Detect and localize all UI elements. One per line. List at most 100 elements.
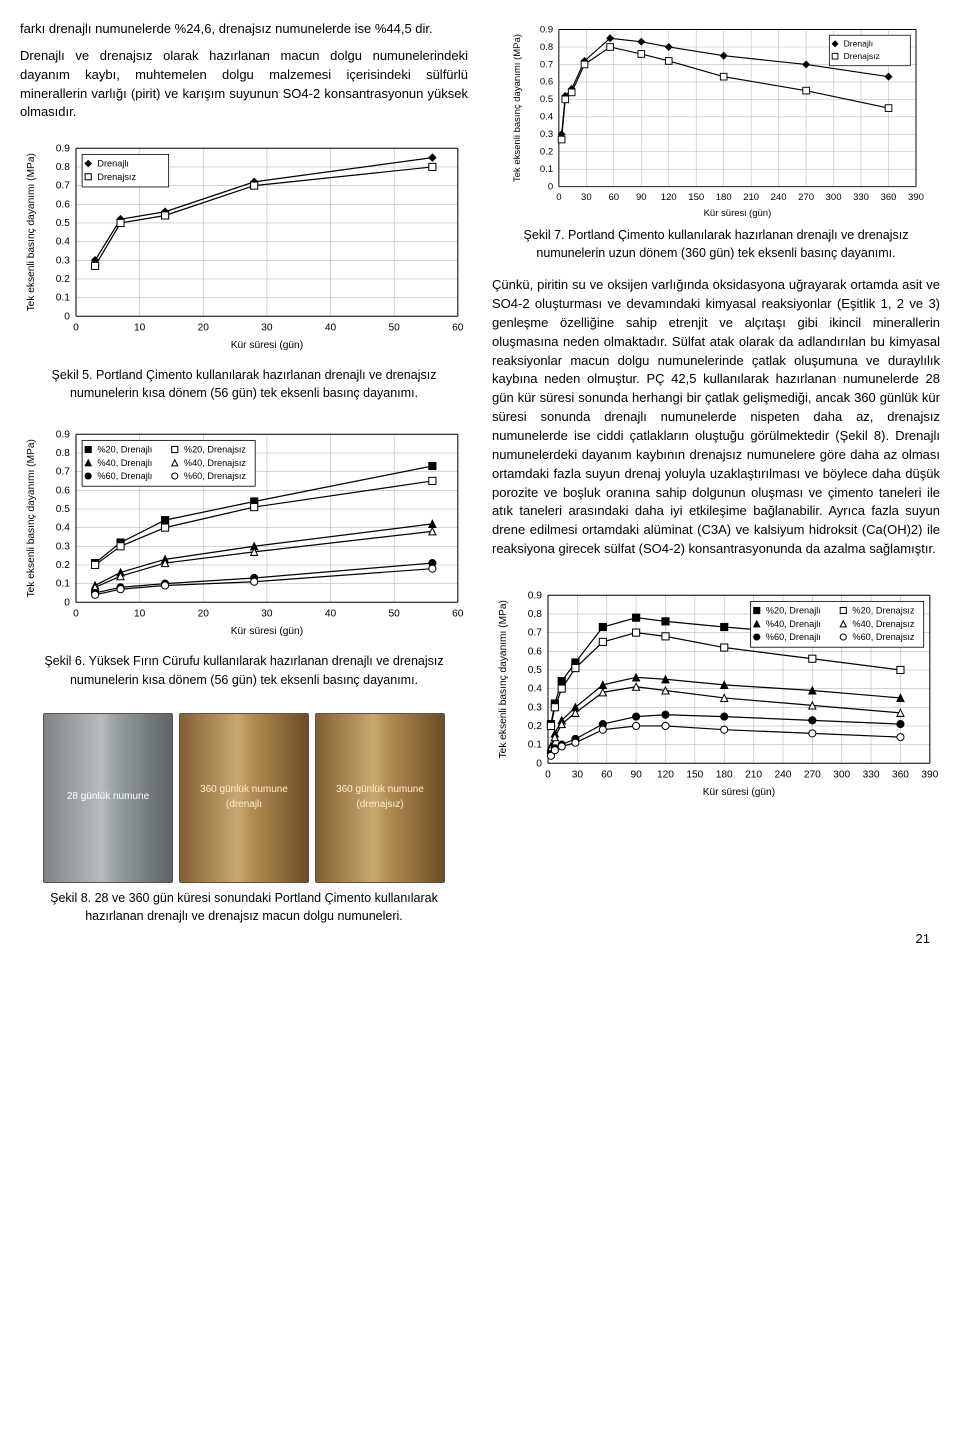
intro-para-1: farkı drenajlı numunelerde %24,6, drenaj… [20,20,468,39]
svg-text:300: 300 [826,192,842,203]
svg-text:0: 0 [545,769,551,780]
svg-text:0.4: 0.4 [528,684,542,695]
svg-text:0.9: 0.9 [528,590,542,601]
svg-text:0.5: 0.5 [540,94,553,105]
svg-text:180: 180 [716,769,733,780]
chart-sekil5: 00.10.20.30.40.50.60.70.80.9010203040506… [20,130,468,360]
chart-sekil9: 00.10.20.30.40.50.60.70.80.9030609012015… [492,567,940,817]
caption-sekil5: Şekil 5. Portland Çimento kullanılarak h… [20,366,468,402]
svg-text:Drenajsız: Drenajsız [844,51,880,61]
svg-text:30: 30 [572,769,584,780]
svg-text:30: 30 [581,192,592,203]
right-long-para: Çünkü, piritin su ve oksijen varlığında … [492,276,940,559]
svg-text:0: 0 [556,192,561,203]
photo-28g: 28 günlük numune [43,713,173,883]
svg-text:0.7: 0.7 [528,628,542,639]
svg-text:0.7: 0.7 [56,181,70,192]
svg-text:240: 240 [771,192,787,203]
svg-text:0.8: 0.8 [56,448,70,459]
svg-text:Drenajlı: Drenajlı [844,39,874,49]
svg-text:%20, Drenajlı: %20, Drenajlı [97,445,152,455]
svg-text:0.3: 0.3 [56,256,70,267]
svg-text:60: 60 [601,769,613,780]
svg-text:40: 40 [325,609,337,620]
svg-text:300: 300 [833,769,850,780]
svg-text:0.7: 0.7 [56,467,70,478]
svg-text:Kür süresi (gün): Kür süresi (gün) [704,208,772,219]
svg-text:50: 50 [389,323,401,334]
svg-text:150: 150 [688,192,704,203]
svg-text:360: 360 [881,192,897,203]
svg-text:Drenajsız: Drenajsız [97,172,136,182]
svg-text:%60, Drenajsız: %60, Drenajsız [184,472,247,482]
photo-360g-drenajli: 360 günlük numune (drenajlı [179,713,309,883]
svg-text:0.9: 0.9 [56,430,70,441]
svg-text:0.8: 0.8 [540,42,553,53]
page-number: 21 [916,930,930,949]
svg-text:0.2: 0.2 [56,274,70,285]
svg-text:210: 210 [745,769,762,780]
svg-text:0.8: 0.8 [528,609,542,620]
svg-text:Tek eksenli basınç dayanımı (M: Tek eksenli basınç dayanımı (MPa) [26,440,37,598]
caption-sekil7: Şekil 7. Portland Çimento kullanılarak h… [492,226,940,262]
svg-text:%60, Drenajlı: %60, Drenajlı [97,472,152,482]
caption-sekil6: Şekil 6. Yüksek Fırın Cürufu kullanılara… [20,652,468,688]
svg-text:0: 0 [73,323,79,334]
svg-text:0.1: 0.1 [56,293,70,304]
caption-sekil8: Şekil 8. 28 ve 360 gün küresi sonundaki … [20,889,468,925]
svg-text:%20, Drenajsız: %20, Drenajsız [184,445,247,455]
svg-text:0.9: 0.9 [56,144,70,155]
svg-text:0.1: 0.1 [540,164,553,175]
svg-text:Tek eksenli basınç dayanımı (M: Tek eksenli basınç dayanımı (MPa) [512,34,523,182]
svg-text:%40, Drenajlı: %40, Drenajlı [766,619,821,629]
svg-text:0.1: 0.1 [56,579,70,590]
svg-text:Kür süresi (gün): Kür süresi (gün) [231,340,303,351]
svg-text:Kür süresi (gün): Kür süresi (gün) [703,787,775,798]
svg-text:20: 20 [198,609,210,620]
svg-text:90: 90 [630,769,642,780]
svg-text:%60, Drenajlı: %60, Drenajlı [766,632,821,642]
svg-text:30: 30 [261,609,273,620]
photo-360g-drenajsiz: 360 günlük numune (drenajsız) [315,713,445,883]
svg-text:390: 390 [908,192,924,203]
svg-text:240: 240 [774,769,791,780]
svg-text:0.4: 0.4 [56,237,70,248]
svg-text:50: 50 [389,609,401,620]
svg-text:0.3: 0.3 [540,129,553,140]
svg-text:%20, Drenajsız: %20, Drenajsız [852,606,915,616]
svg-text:60: 60 [452,609,464,620]
svg-text:0.9: 0.9 [540,24,553,35]
svg-text:0: 0 [64,598,70,609]
svg-text:0.5: 0.5 [56,504,70,515]
svg-text:330: 330 [853,192,869,203]
svg-text:0: 0 [73,609,79,620]
svg-text:%40, Drenajlı: %40, Drenajlı [97,458,152,468]
svg-text:330: 330 [863,769,880,780]
svg-text:20: 20 [198,323,210,334]
svg-text:0.2: 0.2 [56,560,70,571]
svg-text:0.2: 0.2 [540,147,553,158]
svg-text:40: 40 [325,323,337,334]
svg-text:60: 60 [609,192,620,203]
svg-text:10: 10 [134,323,146,334]
svg-text:0.5: 0.5 [56,218,70,229]
svg-text:0.1: 0.1 [528,740,542,751]
svg-text:0.2: 0.2 [528,721,542,732]
svg-text:0.8: 0.8 [56,162,70,173]
svg-text:0.4: 0.4 [56,523,70,534]
svg-text:0.4: 0.4 [540,112,554,123]
svg-text:%40, Drenajsız: %40, Drenajsız [184,458,247,468]
svg-text:Drenajlı: Drenajlı [97,159,129,169]
svg-text:10: 10 [134,609,146,620]
svg-text:%40, Drenajsız: %40, Drenajsız [852,619,915,629]
svg-text:0.7: 0.7 [540,59,553,70]
svg-text:0.3: 0.3 [56,542,70,553]
svg-text:120: 120 [661,192,677,203]
svg-text:0: 0 [536,758,542,769]
svg-text:0.6: 0.6 [540,77,553,88]
chart-sekil7: 00.10.20.30.40.50.60.70.80.9030609012015… [492,20,940,220]
svg-text:30: 30 [261,323,273,334]
svg-text:0.5: 0.5 [528,665,542,676]
intro-para-2: Drenajlı ve drenajsız olarak hazırlanan … [20,47,468,122]
svg-text:120: 120 [657,769,674,780]
